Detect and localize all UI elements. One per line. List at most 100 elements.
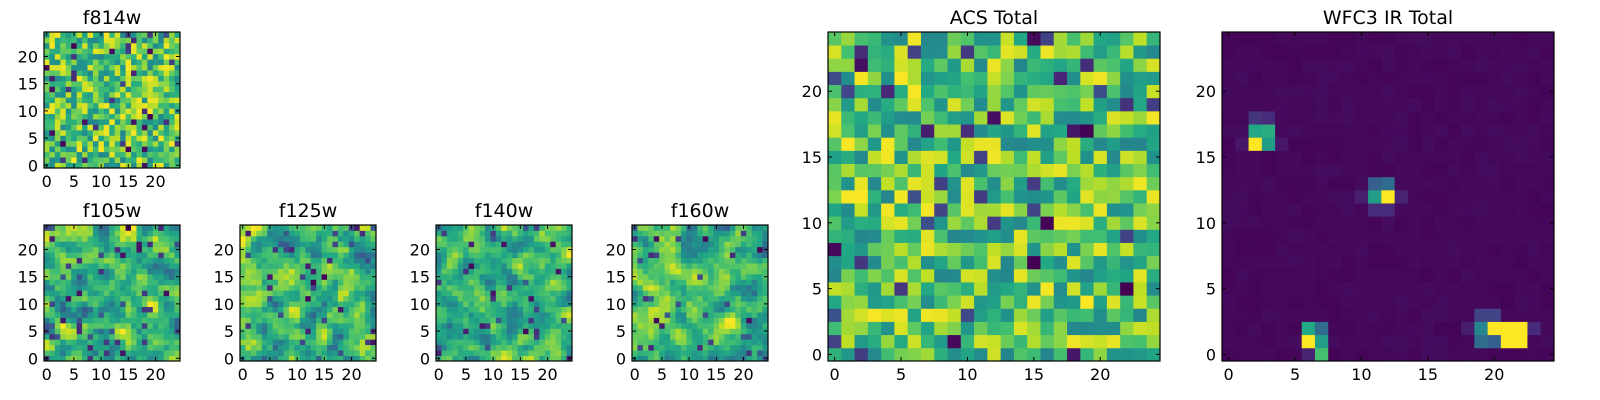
heatmap-cell (987, 268, 1002, 283)
heatmap-cell (1040, 308, 1055, 322)
heatmap-cell (1146, 334, 1161, 349)
heatmap-cell (468, 355, 475, 362)
heatmap-cell (533, 328, 540, 335)
heatmap-cell (152, 290, 159, 297)
heatmap-cell (1053, 308, 1068, 322)
heatmap-cell (675, 339, 682, 346)
heatmap-cell (1474, 176, 1488, 191)
heatmap-cell (60, 252, 67, 259)
heatmap-cell (1013, 216, 1028, 230)
heatmap-cell (947, 203, 962, 217)
heatmap-cell (174, 317, 181, 324)
heatmap-cell (1407, 163, 1422, 178)
heatmap-cell (272, 273, 279, 280)
heatmap-cell (544, 312, 551, 318)
heatmap-cell (495, 230, 502, 237)
heatmap-cell (60, 140, 67, 147)
heatmap-cell (697, 252, 704, 259)
heatmap-cell (163, 301, 170, 307)
heatmap-cell (152, 268, 159, 275)
heatmap-cell (310, 263, 317, 269)
heatmap-cell (1461, 229, 1475, 243)
heatmap-cell (76, 124, 83, 131)
heatmap-cell (854, 45, 869, 59)
heatmap-cell (729, 225, 736, 231)
heatmap-cell (114, 252, 121, 259)
heatmap-cell (1527, 163, 1542, 178)
heatmap-cell (65, 225, 72, 231)
heatmap-cell (1514, 124, 1528, 138)
heatmap-cell (555, 290, 562, 297)
heatmap-cell (528, 339, 535, 346)
heatmap-cell (169, 339, 175, 346)
heatmap-cell (65, 91, 72, 98)
heatmap-cell (354, 246, 361, 253)
heatmap-cell (87, 64, 94, 71)
heatmap-cell (566, 252, 573, 259)
heatmap-cell (1275, 282, 1289, 296)
heatmap-cell (299, 257, 306, 264)
x-tick-label: 0 (434, 365, 444, 384)
heatmap-cell (735, 328, 742, 335)
y-tick-label: 20 (214, 240, 234, 259)
heatmap-cell (49, 70, 56, 76)
heatmap-cell (76, 295, 83, 302)
heatmap-cell (76, 344, 83, 351)
heatmap-cell (746, 295, 753, 302)
heatmap-cell (114, 59, 121, 66)
heatmap-cell (310, 230, 317, 237)
heatmap-cell (1434, 229, 1449, 243)
heatmap-cell (1314, 58, 1329, 72)
heatmap-cell (92, 108, 99, 114)
heatmap-cell (49, 317, 56, 324)
heatmap-cell (136, 124, 143, 131)
heatmap-cell (670, 257, 676, 264)
heatmap-cell (103, 162, 110, 169)
heatmap-cell (359, 263, 366, 269)
heatmap-cell (894, 282, 909, 296)
heatmap-cell (54, 312, 61, 318)
heatmap-cell (60, 312, 67, 318)
heatmap-cell (1341, 137, 1356, 151)
heatmap-cell (141, 102, 148, 109)
heatmap-cell (163, 91, 170, 98)
heatmap-cell (1514, 203, 1528, 217)
heatmap-cell (337, 301, 344, 307)
heatmap-cell (680, 328, 687, 335)
heatmap-cell (1487, 334, 1502, 349)
heatmap-cell (114, 312, 121, 318)
y-tick-label: 0 (28, 156, 38, 175)
heatmap-cell (163, 86, 170, 93)
heatmap-cell (740, 344, 747, 351)
heatmap-cell (169, 75, 175, 82)
x-tick-label: 15 (314, 365, 334, 384)
heatmap-cell (125, 295, 132, 302)
heatmap-cell (278, 322, 284, 329)
heatmap-cell (1275, 176, 1289, 191)
heatmap-cell (686, 322, 693, 329)
heatmap-cell (141, 146, 148, 153)
heatmap-cell (245, 312, 252, 318)
heatmap-cell (44, 59, 50, 66)
heatmap-cell (76, 119, 83, 125)
heatmap-cell (907, 255, 922, 270)
heatmap-cell (87, 230, 94, 237)
heatmap-cell (1146, 321, 1161, 336)
heatmap-cell (664, 322, 671, 329)
heatmap-cell (109, 328, 116, 335)
heatmap-cell (147, 162, 154, 169)
heatmap-cell (561, 263, 567, 269)
heatmap-cell (125, 124, 132, 131)
heatmap-cell (506, 252, 513, 259)
heatmap-cell (1288, 295, 1303, 309)
heatmap-cell (1381, 110, 1396, 125)
heatmap-cell (370, 279, 377, 286)
heatmap-cell (1235, 347, 1249, 362)
heatmap-cell (125, 235, 132, 242)
heatmap-cell (131, 301, 137, 307)
heatmap-cell (702, 230, 709, 237)
heatmap-cell (686, 268, 693, 275)
heatmap-cell (278, 355, 284, 362)
heatmap-cell (729, 301, 736, 307)
